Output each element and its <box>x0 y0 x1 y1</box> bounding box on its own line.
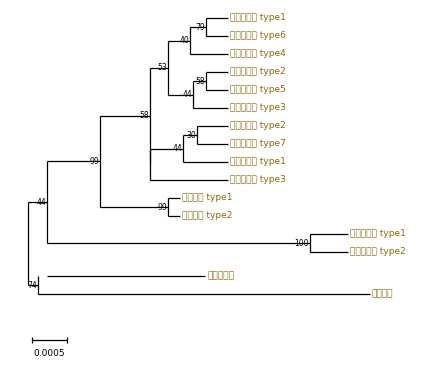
Text: 99: 99 <box>89 157 99 166</box>
Text: 44: 44 <box>36 198 46 207</box>
Text: 인동덩굴: 인동덩굴 <box>372 290 393 299</box>
Text: 홍괴불나무 type4: 홍괴불나무 type4 <box>230 50 286 59</box>
Text: 구슬댕댕이: 구슬댕댕이 <box>207 271 234 280</box>
Text: 섬괴불나무 type1: 섬괴불나무 type1 <box>230 14 286 23</box>
Text: 58: 58 <box>139 111 149 120</box>
Text: 40: 40 <box>179 36 189 45</box>
Text: 99: 99 <box>157 203 167 211</box>
Text: 44: 44 <box>172 144 182 153</box>
Text: 홍괴불나무 type7: 홍괴불나무 type7 <box>230 139 286 149</box>
Text: 79: 79 <box>195 23 205 32</box>
Text: 30: 30 <box>186 130 196 139</box>
Text: 홍괴불나무 type6: 홍괴불나무 type6 <box>230 32 286 41</box>
Text: 홀괴불나무 type2: 홀괴불나무 type2 <box>350 247 406 256</box>
Text: 괴불나무 type1: 괴불나무 type1 <box>182 194 232 203</box>
Text: 홍괴불나무 type3: 홍괴불나무 type3 <box>230 176 286 185</box>
Text: 괴불나무 type2: 괴불나무 type2 <box>182 211 232 220</box>
Text: 홍괴불나무 type1: 홍괴불나무 type1 <box>230 158 286 167</box>
Text: 홍괴불나무 type5: 홍괴불나무 type5 <box>230 85 286 94</box>
Text: 100: 100 <box>295 238 309 247</box>
Text: 58: 58 <box>195 76 205 85</box>
Text: 홀괴불나무 type1: 홀괴불나무 type1 <box>350 229 406 238</box>
Text: 섬괴불나무 type3: 섬괴불나무 type3 <box>230 103 286 112</box>
Text: 53: 53 <box>157 63 167 72</box>
Text: 홍괴불나무 type2: 홍괴불나무 type2 <box>230 121 286 130</box>
Text: 섬괴불나무 type2: 섬괴불나무 type2 <box>230 68 286 76</box>
Text: 74: 74 <box>27 280 37 290</box>
Text: 44: 44 <box>182 90 192 99</box>
Text: 0.0005: 0.0005 <box>34 349 65 358</box>
